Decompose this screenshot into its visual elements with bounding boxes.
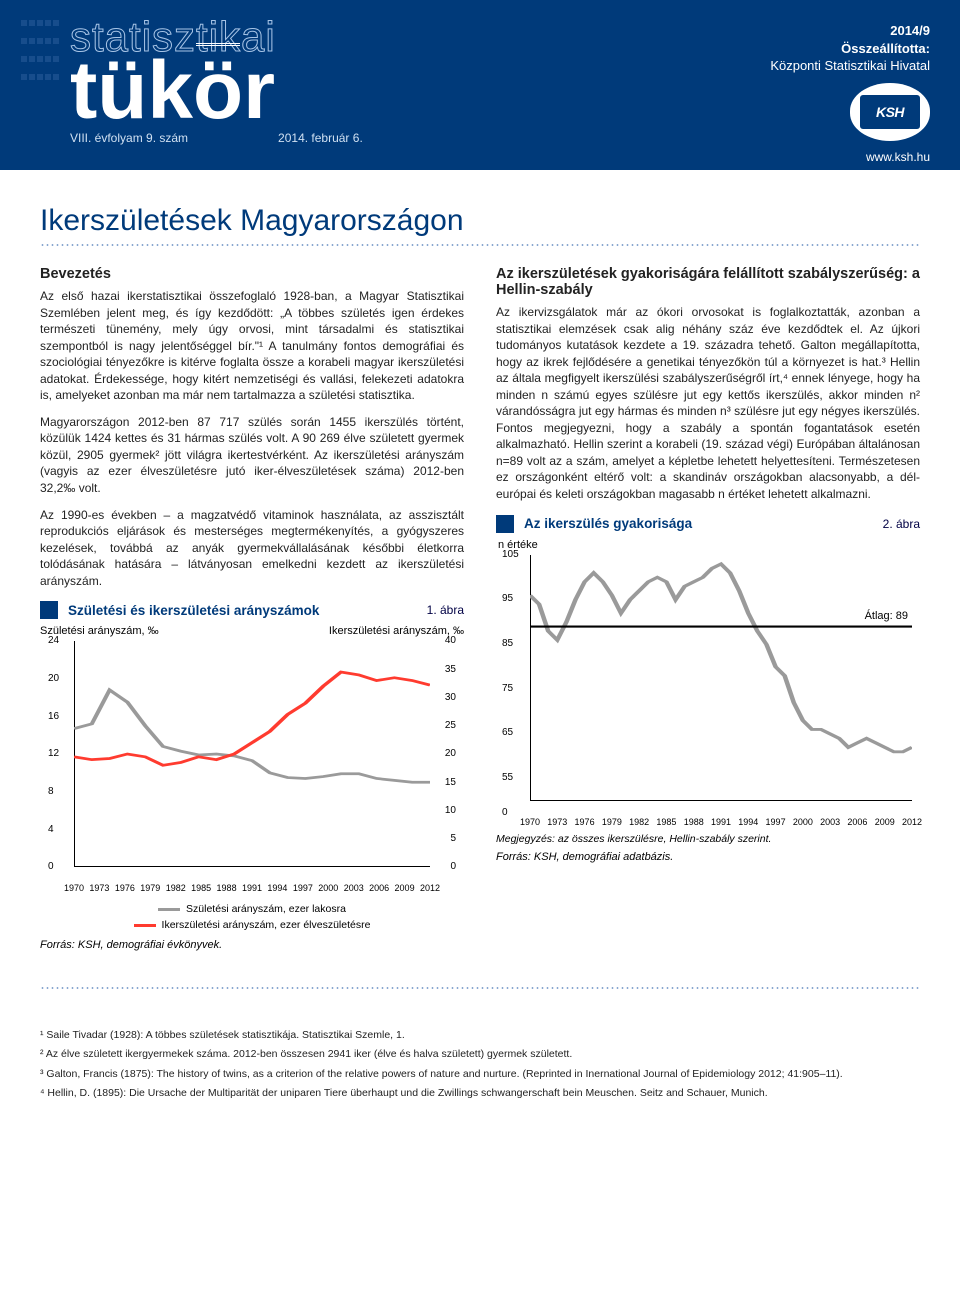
volume-issue: VIII. évfolyam 9. szám	[70, 131, 188, 145]
hellin-para: Az ikervizsgálatok már az ókori orvosoka…	[496, 304, 920, 503]
title-line-2: tükör	[70, 56, 720, 126]
logo-text: KSH	[860, 95, 920, 129]
figure-1-number: 1. ábra	[427, 603, 464, 617]
figure-2-header: Az ikerszülés gyakorisága 2. ábra	[496, 515, 920, 533]
issue-subline: VIII. évfolyam 9. szám 2014. február 6.	[70, 131, 720, 145]
figure-2-caption: Az ikerszülés gyakorisága	[524, 516, 692, 531]
fig1-source: Forrás: KSH, demográfiai évkönyvek.	[40, 939, 464, 951]
masthead-right: 2014/9 Összeállította: Központi Statiszt…	[720, 0, 960, 170]
footnote-2: ² Az élve született ikergyermekek száma.…	[40, 1047, 920, 1061]
fig1-legend-twin: Ikerszületési arányszám, ezer élveszület…	[134, 919, 371, 931]
footnote-4: ⁴ Hellin, D. (1895): Die Ursache der Mul…	[40, 1086, 920, 1100]
intro-para-1: Az első hazai ikerstatisztikai összefogl…	[40, 288, 464, 404]
intro-para-2: Magyarországon 2012-ben 87 717 szülés so…	[40, 414, 464, 497]
fig1-legend: Születési arányszám, ezer lakosra Ikersz…	[40, 901, 464, 933]
right-column: Az ikerszületések gyakoriságára felállít…	[496, 266, 920, 951]
article-title: Ikerszületések Magyarországon	[0, 170, 960, 244]
issue-year: 2014/9	[720, 22, 930, 40]
left-column: Bevezetés Az első hazai ikerstatisztikai…	[40, 266, 464, 951]
figure-2-chart: Átlag: 89 556575859510501970197319761979…	[496, 555, 920, 827]
title-pre: tük	[70, 45, 193, 136]
figure-1-bullet	[40, 601, 58, 619]
fig2-avg-label: Átlag: 89	[865, 610, 908, 622]
issue-block: 2014/9 Összeállította: Központi Statiszt…	[720, 22, 930, 75]
title-divider	[40, 244, 920, 246]
figure-1-chart: 0481216202405101520253035401970197319761…	[40, 641, 464, 893]
compiled-by: Központi Statisztikai Hivatal	[720, 57, 930, 75]
intro-para-3: Az 1990-es években – a magzatvédő vitami…	[40, 507, 464, 590]
figure-1-caption: Születési és ikerszületési arányszámok	[68, 603, 319, 618]
footnote-divider	[40, 987, 920, 989]
fig2-note: Megjegyzés: az összes ikerszülésre, Hell…	[496, 833, 920, 845]
figure-1-header: Születési és ikerszületési arányszámok 1…	[40, 601, 464, 619]
masthead: statisztikai tükör VIII. évfolyam 9. szá…	[0, 0, 960, 170]
figure-2-number: 2. ábra	[883, 517, 920, 531]
footnote-3: ³ Galton, Francis (1875): The history of…	[40, 1067, 920, 1081]
content-columns: Bevezetés Az első hazai ikerstatisztikai…	[0, 266, 960, 961]
footnotes: ¹ Saile Tivadar (1928): A többes születé…	[0, 1009, 960, 1135]
fig2-source: Forrás: KSH, demográfiai adatbázis.	[496, 851, 920, 863]
issue-date: 2014. február 6.	[278, 131, 363, 145]
fig2-svg	[530, 555, 912, 801]
masthead-left: statisztikai tükör VIII. évfolyam 9. szá…	[0, 0, 720, 170]
fig1-legend-birth: Születési arányszám, ezer lakosra	[158, 903, 346, 915]
fig1-svg	[74, 641, 430, 867]
figure-2-bullet	[496, 515, 514, 533]
fig1-legend-birth-label: Születési arányszám, ezer lakosra	[186, 903, 346, 915]
fig1-y-right-label: Ikerszületési arányszám, ‰	[329, 625, 464, 637]
footnote-1: ¹ Saile Tivadar (1928): A többes születé…	[40, 1028, 920, 1042]
page: statisztikai tükör VIII. évfolyam 9. szá…	[0, 0, 960, 1316]
fig2-y-label: n értéke	[498, 539, 920, 551]
decorative-dots	[20, 14, 68, 134]
title-post: r	[243, 45, 275, 136]
title-o: ö	[193, 56, 243, 126]
hellin-heading: Az ikerszületések gyakoriságára felállít…	[496, 266, 920, 298]
ksh-logo: KSH	[850, 83, 930, 141]
site-url: www.ksh.hu	[720, 150, 930, 164]
compiled-label: Összeállította:	[720, 40, 930, 58]
intro-heading: Bevezetés	[40, 266, 464, 282]
fig1-legend-twin-label: Ikerszületési arányszám, ezer élveszület…	[162, 919, 371, 931]
